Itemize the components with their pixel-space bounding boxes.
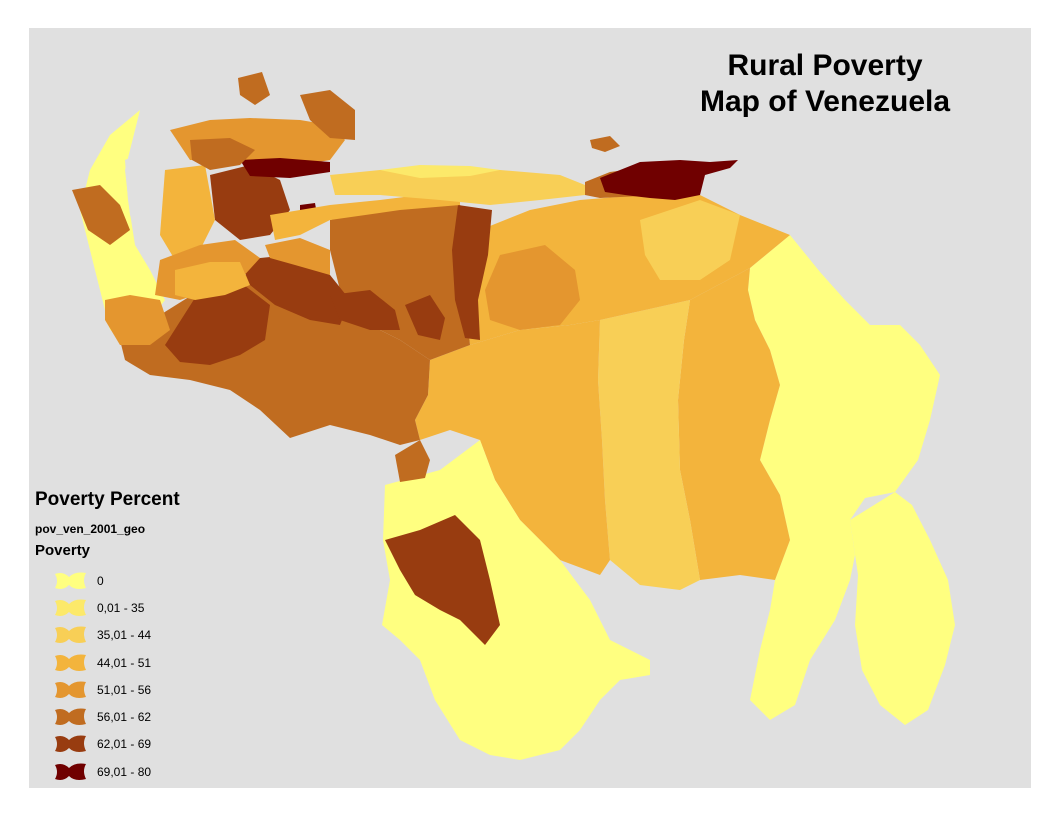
legend-swatch	[55, 763, 86, 780]
region-cojedes[interactable]	[330, 290, 400, 330]
legend-swatch	[55, 654, 86, 671]
region-bolivar-west[interactable]	[415, 320, 610, 575]
region-tachira[interactable]	[105, 295, 170, 345]
legend-item: 69,01 - 80	[35, 758, 275, 785]
legend-item: 0,01 - 35	[35, 594, 275, 621]
region-cojedes-north[interactable]	[265, 238, 330, 275]
region-miranda[interactable]	[330, 168, 585, 205]
region-lara[interactable]	[210, 165, 290, 240]
legend-item: 0	[35, 567, 275, 594]
legend-swatch	[55, 599, 86, 616]
region-north-band[interactable]	[190, 138, 255, 170]
region-zulia-west[interactable]	[72, 185, 130, 245]
region-apure-south[interactable]	[395, 440, 430, 482]
legend-label: 44,01 - 51	[97, 655, 152, 670]
region-lake-maracaibo[interactable]	[125, 150, 175, 270]
legend-item: 51,01 - 56	[35, 676, 275, 703]
legend-field-name: Poverty	[35, 542, 91, 559]
legend-label: 0,01 - 35	[97, 600, 145, 615]
legend-label: 0	[97, 573, 104, 588]
legend-items: 0 0,01 - 35 35,01 - 44 44,01 - 51 51,01 …	[35, 567, 275, 785]
legend: Poverty Percent pov_ven_2001_geo Poverty…	[35, 488, 275, 785]
region-amazonas-interior[interactable]	[385, 515, 500, 645]
legend-item: 35,01 - 44	[35, 622, 275, 649]
region-bolivar-center[interactable]	[598, 300, 700, 590]
region-portuguesa[interactable]	[405, 295, 445, 340]
region-anzoategui-south[interactable]	[485, 245, 580, 330]
legend-item: 62,01 - 69	[35, 731, 275, 758]
legend-label: 62,01 - 69	[97, 737, 152, 752]
legend-label: 56,01 - 62	[97, 710, 152, 725]
legend-label: 51,01 - 56	[97, 682, 152, 697]
legend-swatch	[55, 626, 86, 644]
legend-label: 69,01 - 80	[97, 764, 152, 779]
legend-item: 56,01 - 62	[35, 703, 275, 730]
region-apure-west[interactable]	[165, 282, 270, 365]
legend-item: 44,01 - 51	[35, 649, 275, 676]
region-guayana-esequiba[interactable]	[850, 492, 955, 725]
map-title: Rural Poverty Map of Venezuela	[645, 48, 1005, 120]
region-vargas[interactable]	[380, 165, 500, 178]
region-bolivar-east[interactable]	[678, 268, 790, 580]
region-guarico-band[interactable]	[452, 205, 492, 340]
legend-label: 35,01 - 44	[97, 628, 152, 643]
region-yaracuy[interactable]	[240, 158, 330, 178]
region-paraguana[interactable]	[238, 72, 270, 105]
region-aragua[interactable]	[270, 195, 460, 240]
legend-swatch	[55, 681, 86, 698]
region-monagas-east[interactable]	[640, 200, 740, 280]
map-title-line1: Rural Poverty	[727, 49, 923, 82]
map-title-line2: Map of Venezuela	[699, 85, 951, 118]
region-margarita[interactable]	[590, 136, 620, 152]
legend-swatch	[55, 572, 86, 589]
region-trujillo[interactable]	[160, 165, 215, 260]
region-portuguesa-north[interactable]	[175, 262, 250, 300]
legend-swatch	[55, 708, 86, 726]
legend-swatch	[55, 735, 86, 753]
legend-layer-name: pov_ven_2001_geo	[35, 522, 146, 536]
region-falcon-east[interactable]	[300, 90, 355, 140]
region-delta-amacuro[interactable]	[748, 235, 940, 720]
region-sucre-peninsula[interactable]	[600, 160, 738, 200]
legend-title: Poverty Percent	[35, 489, 180, 510]
